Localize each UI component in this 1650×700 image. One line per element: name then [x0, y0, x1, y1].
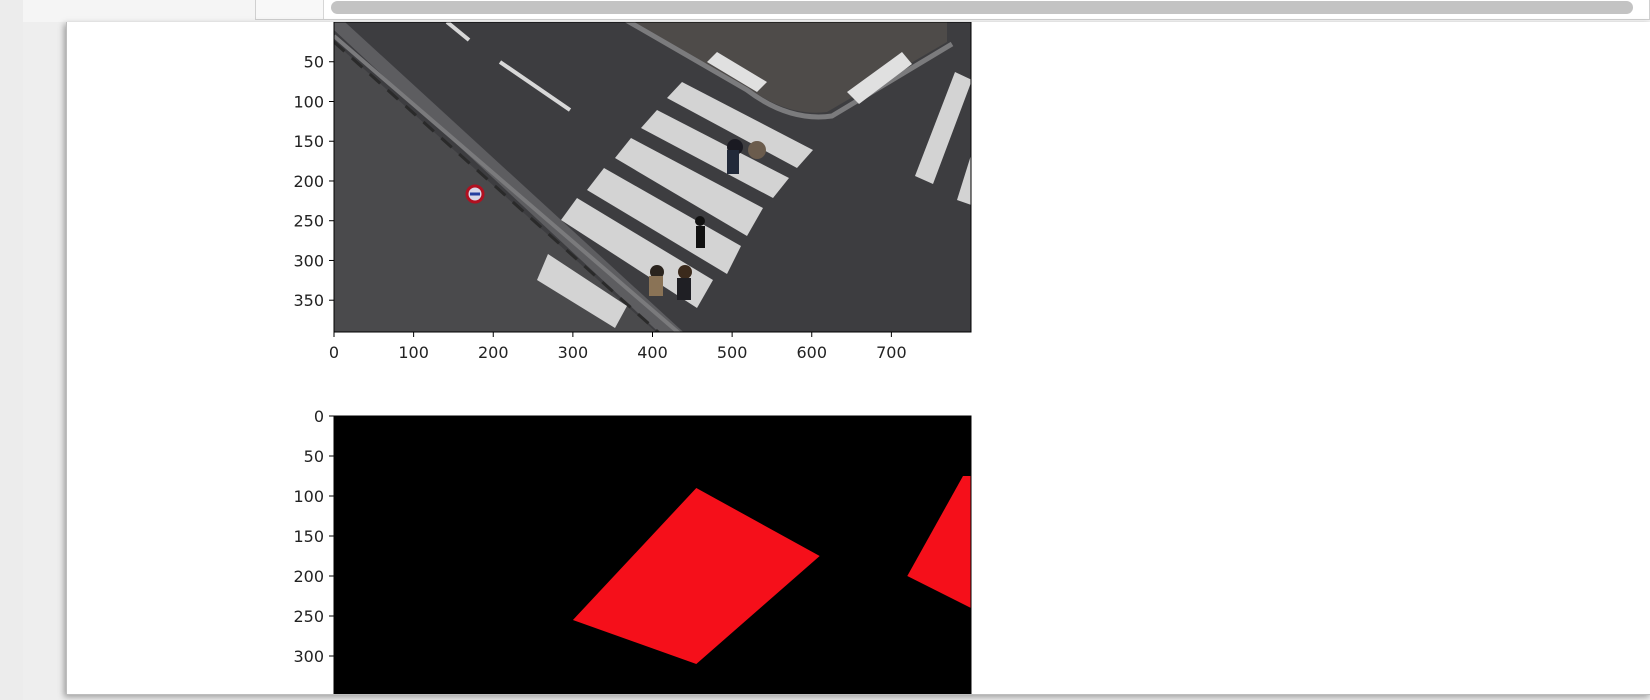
mask-region-crosswalk [907, 476, 971, 608]
y-tick-label: 200 [293, 172, 324, 191]
x-tick-label: 300 [558, 343, 589, 362]
horizontal-scrollbar[interactable] [255, 0, 1650, 20]
y-tick-label: 150 [293, 132, 324, 151]
x-tick-label: 500 [717, 343, 748, 362]
x-tick-label: 600 [796, 343, 827, 362]
y-tick-label: 100 [293, 487, 324, 506]
x-tick-label: 400 [637, 343, 668, 362]
x-tick-label: 0 [329, 343, 339, 362]
y-tick-label: 250 [293, 607, 324, 626]
y-tick-label: 150 [293, 527, 324, 546]
y-tick-label: 200 [293, 567, 324, 586]
y-tick-label: 300 [293, 647, 324, 666]
y-tick-label: 250 [293, 212, 324, 231]
y-tick-label: 0 [314, 407, 324, 426]
y-tick-label: 50 [304, 53, 324, 72]
scrollbar-left-cap [256, 0, 324, 19]
left-gutter [0, 0, 23, 700]
y-tick-label: 50 [304, 447, 324, 466]
scrollbar-thumb[interactable] [331, 1, 1633, 14]
mask-region-crosswalk [572, 488, 820, 664]
x-axis-ticks: 0 100 200 300 400 500 600 700 [329, 332, 907, 362]
y-tick-label: 100 [293, 92, 324, 111]
x-tick-label: 700 [876, 343, 907, 362]
y-axis-ticks: 0 50 100 150 200 250 300 [293, 407, 334, 666]
photo-image [334, 22, 971, 332]
photo-plot: 50 100 150 200 250 300 350 0 100 200 300 400 500 600… [293, 22, 972, 362]
x-tick-label: 100 [398, 343, 429, 362]
y-tick-label: 300 [293, 251, 324, 270]
y-tick-label: 350 [293, 291, 324, 310]
cell-output-panel: 50 100 150 200 250 300 350 0 100 200 300 400 500 600… [66, 22, 1650, 695]
x-tick-label: 200 [478, 343, 509, 362]
y-axis-ticks: 50 100 150 200 250 300 350 [293, 53, 334, 310]
mask-plot: 0 50 100 150 200 250 300 [293, 407, 972, 694]
